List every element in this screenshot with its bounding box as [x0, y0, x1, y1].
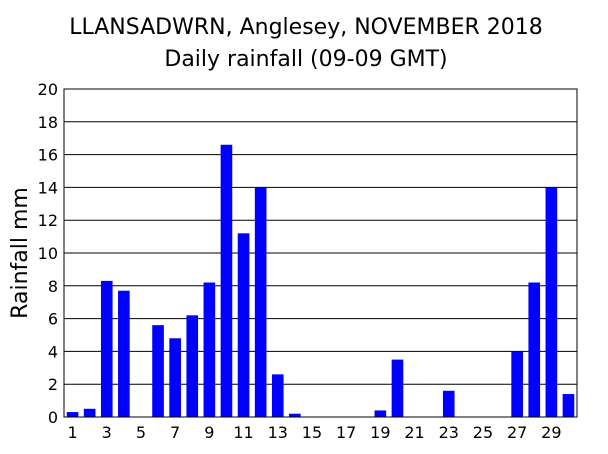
x-tick-label: 7: [170, 423, 180, 442]
bar-day-14: [289, 413, 301, 417]
bar-day-8: [186, 315, 199, 417]
x-tick-label: 29: [541, 423, 561, 442]
bar-day-3: [100, 280, 113, 417]
bar-day-10: [220, 144, 233, 417]
x-tick-label: 19: [370, 423, 390, 442]
y-tick-label: 14: [38, 178, 58, 197]
x-tick-label: 9: [204, 423, 214, 442]
y-tick-label: 8: [48, 277, 58, 296]
bar-day-2: [83, 408, 96, 417]
y-tick-label: 12: [38, 211, 58, 230]
bar-day-7: [169, 338, 181, 417]
bar-day-23: [442, 390, 455, 417]
y-tick-label: 18: [38, 113, 58, 132]
y-tick-label: 2: [48, 375, 58, 394]
x-tick-labels: 1 3 5 7 9 11 13 15 17 19 21 23 25 27 29: [67, 423, 561, 442]
x-tick-label: 27: [507, 423, 527, 442]
gridlines: [64, 121, 577, 385]
y-tick-label: 0: [48, 408, 58, 427]
bar-day-29: [545, 187, 558, 417]
y-tick-label: 20: [38, 80, 58, 99]
x-tick-label: 5: [136, 423, 146, 442]
bar-day-13: [271, 374, 284, 417]
bar-day-6: [152, 325, 164, 417]
y-tick-label: 4: [48, 342, 58, 361]
bar-day-1: [66, 412, 79, 417]
plot-frame: [63, 88, 578, 418]
x-tick-label: 25: [473, 423, 493, 442]
x-tick-label: 13: [268, 423, 288, 442]
y-tick-label: 6: [48, 310, 58, 329]
bar-day-4: [118, 290, 130, 417]
bars: [66, 144, 575, 417]
chart-subtitle: Daily rainfall (09-09 GMT): [164, 47, 447, 72]
x-tick-label: 17: [336, 423, 356, 442]
bar-day-27: [511, 351, 523, 417]
x-tick-label: 23: [439, 423, 459, 442]
bar-day-19: [374, 410, 387, 417]
bar-day-30: [562, 394, 575, 417]
x-tick-label: 21: [404, 423, 424, 442]
bar-day-9: [203, 282, 216, 417]
y-tick-label: 16: [38, 146, 58, 165]
bar-day-11: [237, 233, 250, 417]
bar-day-28: [528, 282, 541, 417]
x-tick-label: 3: [102, 423, 112, 442]
y-axis-label: Rainfall mm: [8, 187, 33, 319]
x-tick-label: 11: [233, 423, 253, 442]
bar-day-20: [391, 359, 404, 417]
bar-day-12: [254, 187, 267, 417]
y-tick-labels: 0 2 4 6 8 10 12 14 16 18 20: [38, 80, 58, 427]
chart-title: LLANSADWRN, Anglesey, NOVEMBER 2018: [69, 15, 543, 40]
y-tick-label: 10: [38, 244, 58, 263]
x-tick-label: 1: [67, 423, 77, 442]
x-tick-label: 15: [302, 423, 322, 442]
